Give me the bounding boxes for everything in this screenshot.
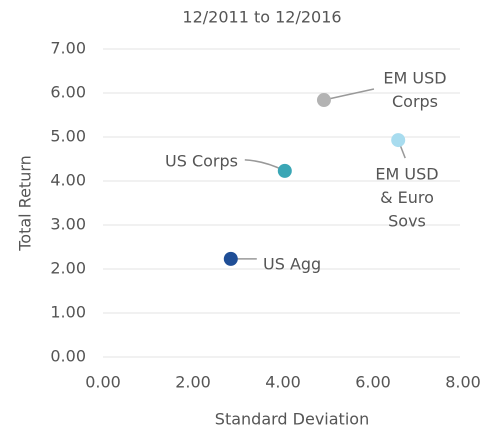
leader-line [323,88,375,101]
point [316,93,331,108]
y-tick-label: 0.00 [50,347,86,366]
x-tick-label: 2.00 [175,373,211,392]
x-tick-label: 4.00 [265,373,301,392]
y-tick-label: 7.00 [50,39,86,58]
point-label: US Corps [165,152,238,171]
point-label: EM USD [383,69,446,88]
x-axis-label: Standard Deviation [215,410,369,429]
y-tick-label: 2.00 [50,259,86,278]
point-label: EM USD [375,165,438,184]
point-label: Corps [392,92,438,111]
point-label: US Agg [263,255,321,274]
x-tick-label: 0.00 [85,373,121,392]
y-tick-label: 4.00 [50,171,86,190]
point [391,133,406,148]
point [277,163,292,178]
y-tick-label: 1.00 [50,303,86,322]
point [223,251,238,266]
x-tick-label: 8.00 [445,373,481,392]
x-tick-label: 6.00 [355,373,391,392]
y-tick-label: 6.00 [50,83,86,102]
point-label: & Euro [380,188,434,207]
y-tick-label: 3.00 [50,215,86,234]
point-label: Sovs [388,212,426,231]
y-tick-label: 5.00 [50,127,86,146]
y-axis-label: Total Return [16,155,35,252]
chart-title: 12/2011 to 12/2016 [182,8,341,27]
